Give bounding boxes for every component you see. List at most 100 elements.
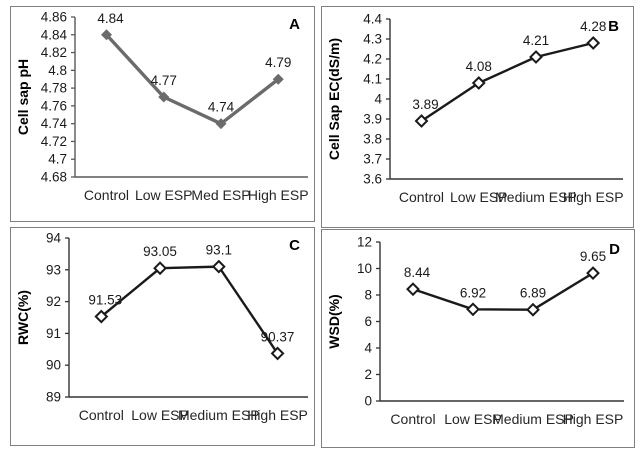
y-axis-title: Cell Sap EC(dS/m): [326, 38, 342, 160]
data-point-marker: [215, 118, 227, 130]
x-category-label: Medium ESP: [495, 189, 577, 205]
data-point-label: 9.65: [580, 249, 606, 264]
series-line: [411, 271, 595, 311]
y-axis-title: WSD(%): [326, 294, 342, 348]
data-point-marker: [414, 114, 429, 128]
data-point-marker: [94, 309, 109, 324]
x-category-label: Low ESP: [450, 189, 508, 205]
data-point-label: 6.92: [460, 285, 486, 300]
data-point-marker: [529, 50, 543, 64]
x-category-label: High ESP: [247, 407, 308, 423]
y-tick-label: 91: [46, 326, 61, 341]
y-tick-label: 3.9: [363, 112, 382, 127]
data-point-marker: [211, 259, 226, 274]
y-tick-label: 4.3: [363, 32, 382, 47]
y-tick-label: 89: [46, 390, 61, 405]
y-tick-label: 90: [46, 358, 61, 373]
data-point-label: 8.44: [404, 265, 431, 280]
data-point-marker: [471, 76, 486, 90]
y-tick-label: 4: [374, 92, 382, 107]
y-tick-label: 4.74: [41, 116, 68, 131]
y-tick-label: 2: [364, 367, 372, 382]
x-category-label: Low ESP: [135, 187, 193, 203]
data-point-label: 4.21: [523, 33, 549, 48]
panel-d-wsd-chart: 0 2 4 6 8 10 12 Control Low ESP Medium ESP High ES…: [321, 229, 635, 448]
x-category-label: Med ESP: [191, 187, 250, 203]
x-category-label: High ESP: [563, 411, 624, 427]
y-tick-label: 4.78: [41, 81, 67, 96]
chart-canvas: 4.68 4.7 4.72 4.74 4.76 4.78 4.8 4.82 4.84 4.86 Co…: [15, 10, 309, 204]
data-point-label: 4.77: [151, 73, 177, 88]
data-point-marker: [406, 282, 420, 297]
y-tick-label: 94: [46, 231, 62, 246]
y-tick-label: 3.8: [363, 132, 382, 147]
y-tick-label: 4.82: [41, 45, 67, 60]
panel-letter: C: [289, 237, 300, 254]
data-point-marker: [526, 302, 540, 317]
data-point-label: 4.28: [580, 19, 606, 34]
y-tick-label: 10: [357, 261, 372, 276]
panel-c-rwc-chart: 89 90 91 92 93 94 Control Low ESP Medium ESP High…: [10, 227, 315, 446]
x-category-label: High ESP: [248, 187, 309, 203]
data-point-label: 90.37: [261, 329, 295, 344]
chart-canvas: 3.6 3.7 3.8 3.9 4 4.1 4.2 4.3 4.4 Control Low ESPM…: [326, 12, 624, 206]
y-axis-title: RWC(%): [15, 290, 31, 345]
x-category-label: Control: [399, 189, 444, 205]
data-point-label: 4.79: [265, 55, 291, 70]
data-point-label: 6.89: [520, 286, 546, 301]
data-point-marker: [586, 36, 601, 50]
x-category-label: Control: [390, 411, 435, 427]
data-point-label: 4.74: [208, 100, 235, 115]
series-line: [104, 33, 280, 126]
data-point-marker: [466, 302, 480, 317]
y-tick-label: 8: [364, 288, 372, 303]
y-tick-label: 4: [364, 341, 372, 356]
series-line: [100, 265, 279, 355]
panel-letter: D: [609, 241, 620, 258]
y-tick-label: 4.84: [41, 27, 68, 42]
y-tick-label: 0: [364, 394, 372, 409]
y-tick-label: 12: [357, 235, 372, 250]
y-axis-title: Cell sap pH: [15, 59, 31, 135]
x-category-label: Control: [84, 187, 129, 203]
x-category-label: Medium ESP: [492, 411, 574, 427]
data-point-label: 93.1: [206, 243, 232, 258]
y-tick-label: 4.1: [363, 72, 382, 87]
x-category-label: Medium ESP: [178, 407, 260, 423]
data-point-label: 3.89: [412, 97, 438, 112]
y-tick-label: 4.72: [41, 134, 67, 149]
data-point-marker: [272, 73, 284, 85]
data-point-marker: [158, 91, 170, 103]
data-point-label: 4.84: [97, 11, 124, 26]
series-line: [420, 41, 595, 123]
y-tick-label: 4.8: [48, 63, 67, 78]
y-tick-label: 93: [46, 262, 61, 277]
y-tick-label: 4.4: [363, 12, 382, 27]
y-tick-label: 3.6: [363, 172, 382, 187]
y-tick-label: 4.86: [41, 10, 67, 25]
y-tick-label: 4.68: [41, 170, 67, 185]
y-tick-label: 92: [46, 294, 61, 309]
data-point-label: 91.53: [88, 293, 122, 308]
data-point-label: 4.08: [466, 59, 492, 74]
panel-letter: B: [608, 18, 619, 35]
data-point-marker: [153, 261, 167, 276]
x-category-label: Control: [79, 407, 124, 423]
data-point-label: 93.05: [143, 244, 177, 259]
data-point-marker: [100, 29, 112, 41]
x-category-label: High ESP: [563, 189, 624, 205]
panel-b-cell-sap-ec-chart: 3.6 3.7 3.8 3.9 4 4.1 4.2 4.3 4.4 Control Low ESP M…: [321, 6, 634, 228]
data-point-marker: [586, 266, 600, 281]
y-tick-label: 4.76: [41, 98, 67, 113]
data-point-marker: [270, 346, 285, 361]
x-category-label: Low ESP: [131, 407, 189, 423]
y-tick-label: 4.2: [363, 52, 382, 67]
panel-letter: A: [289, 16, 300, 33]
x-category-label: Low ESP: [444, 411, 502, 427]
y-tick-label: 6: [364, 314, 372, 329]
y-tick-label: 3.7: [363, 152, 382, 167]
y-tick-label: 4.7: [48, 152, 67, 167]
